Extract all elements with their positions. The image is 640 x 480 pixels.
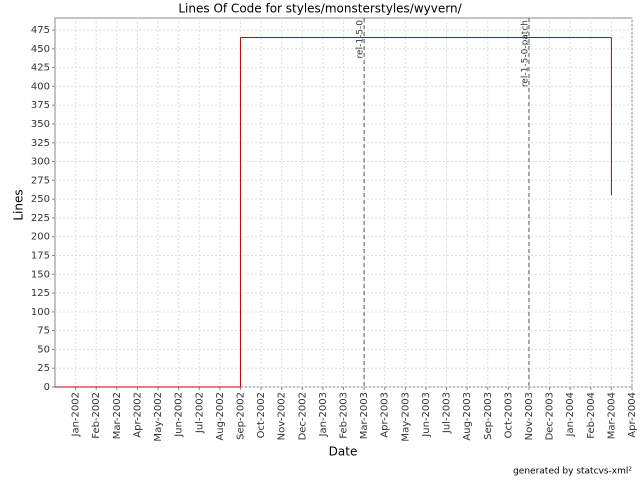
x-tick-label: Dec-2002: [297, 392, 308, 440]
x-tick-label: Sep-2002: [235, 392, 246, 440]
y-tick-label: 225: [31, 213, 50, 224]
y-tick-label: 350: [31, 119, 50, 130]
y-tick-label: 175: [31, 250, 50, 261]
x-tick-label: Feb-2003: [339, 392, 350, 439]
y-axis-label: Lines: [12, 189, 26, 220]
annotation-label: rel-1-5-0: [356, 20, 366, 59]
x-tick-label: Nov-2003: [524, 392, 535, 440]
y-tick-label: 75: [37, 326, 50, 337]
x-tick-label: Jul-2003: [442, 392, 453, 434]
x-tick-label: Apr-2004: [627, 392, 638, 438]
x-tick-label: Mar-2004: [606, 392, 617, 439]
y-tick-label: 200: [31, 232, 50, 243]
x-tick-label: Jan-2004: [565, 392, 576, 437]
x-tick-label: Jan-2003: [318, 392, 329, 437]
y-tick-label: 300: [31, 157, 50, 168]
x-tick-label: Feb-2002: [91, 392, 102, 439]
y-tick-label: 0: [44, 382, 50, 393]
chart-title: Lines Of Code for styles/monsterstyles/w…: [178, 2, 462, 16]
y-tick-label: 50: [37, 344, 50, 355]
y-tick-label: 450: [31, 44, 50, 55]
y-tick-label: 150: [31, 269, 50, 280]
footer: generated by statcvs-xml²: [513, 467, 632, 477]
annotation-label: rel-1-5-0-patch: [520, 20, 530, 87]
y-tick-label: 25: [37, 363, 50, 374]
x-tick-label: Oct-2002: [256, 392, 267, 438]
y-tick-label: 325: [31, 138, 50, 149]
y-tick-label: 375: [31, 100, 50, 111]
y-tick-label: 125: [31, 288, 50, 299]
x-tick-label: Oct-2003: [503, 392, 514, 438]
x-tick-label: Feb-2004: [586, 392, 597, 439]
x-axis-label: Date: [329, 445, 358, 459]
x-tick-label: Nov-2002: [277, 392, 288, 440]
y-tick-label: 275: [31, 175, 50, 186]
x-tick-label: Jun-2002: [174, 392, 185, 438]
x-tick-label: Jun-2003: [421, 392, 432, 438]
y-tick-label: 425: [31, 63, 50, 74]
x-tick-label: Sep-2003: [483, 392, 494, 440]
x-tick-label: Dec-2003: [545, 392, 556, 440]
y-tick-label: 100: [31, 307, 50, 318]
x-tick-label: Apr-2003: [380, 392, 391, 438]
x-tick-label: May-2003: [400, 392, 411, 442]
x-tick-label: Jan-2002: [71, 392, 82, 437]
x-tick-label: Jul-2002: [194, 392, 205, 434]
y-tick-label: 475: [31, 25, 50, 36]
x-tick-label: May-2002: [153, 392, 164, 442]
y-tick-label: 400: [31, 81, 50, 92]
y-tick-label: 250: [31, 194, 50, 205]
x-tick-label: Apr-2002: [132, 392, 143, 438]
x-tick-label: Mar-2003: [359, 392, 370, 439]
x-tick-label: Aug-2002: [215, 392, 226, 441]
x-tick-label: Aug-2003: [462, 392, 473, 441]
x-tick-label: Mar-2002: [112, 392, 123, 439]
